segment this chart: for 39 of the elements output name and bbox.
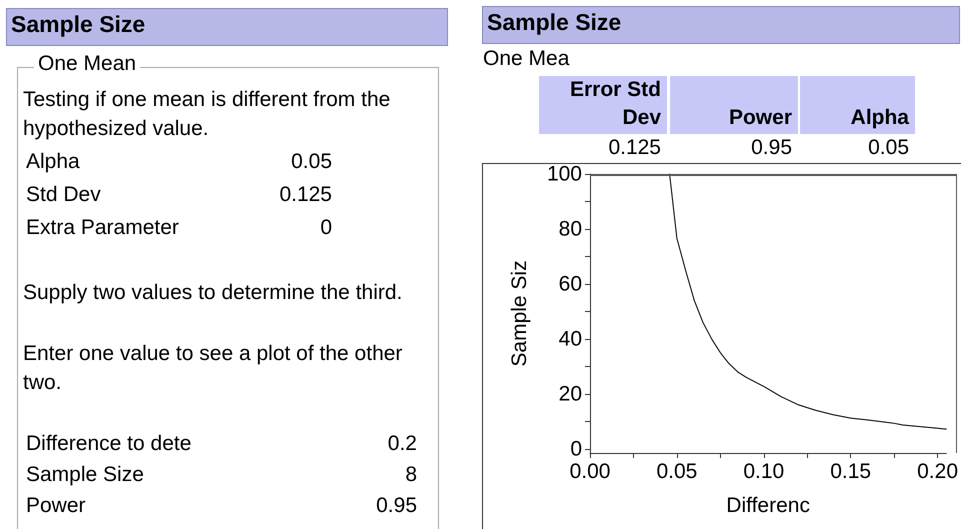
- line-series: [669, 174, 947, 430]
- text: 0.05: [867, 136, 910, 160]
- text: 0.125: [279, 183, 332, 206]
- text: 0.2: [388, 432, 417, 455]
- text: 0: [320, 216, 332, 239]
- y-tick-label: 80: [558, 217, 582, 240]
- text: Extra Parameter: [26, 216, 179, 240]
- y-tick-label: 20: [558, 382, 582, 406]
- text: Enter one value to see a plot of the other two.: [23, 341, 404, 396]
- x-tick-label: 0.15: [830, 460, 872, 483]
- y-tick-label: 40: [558, 327, 582, 350]
- text: 0.05: [291, 150, 332, 173]
- x-tick-label: 0.05: [656, 460, 698, 483]
- text: Power: [26, 494, 86, 518]
- text: Error Std Dev: [539, 76, 667, 134]
- text: 0.95: [376, 494, 417, 517]
- x-axis-title: Differenc: [726, 494, 810, 517]
- chart-subtitle: One Mea: [483, 47, 570, 71]
- text: 0.95: [750, 136, 793, 160]
- x-tick-label: 0.20: [917, 460, 958, 483]
- text: Supply two values to determine the third.: [23, 280, 404, 306]
- y-tick-label: 0: [570, 437, 582, 460]
- y-tick-label: 100: [546, 162, 582, 186]
- text: Alpha: [26, 150, 80, 174]
- y-tick-label: 60: [558, 272, 582, 296]
- text: Sample Size: [26, 463, 144, 487]
- text: Power: [670, 76, 798, 134]
- text: Std Dev: [26, 183, 101, 207]
- text: 0.125: [607, 136, 662, 160]
- text: Alpha: [800, 76, 915, 134]
- y-axis-title: Sample Siz: [508, 260, 531, 367]
- text: Testing if one mean is different from the hypothesized value.: [23, 87, 392, 142]
- x-tick-label: 0.10: [743, 460, 784, 483]
- text: 8: [405, 463, 417, 486]
- text: Difference to dete: [26, 432, 192, 456]
- x-tick-label: 0.00: [570, 460, 610, 483]
- chart-title: Sample Size: [482, 6, 960, 44]
- text: One Mean: [34, 52, 140, 76]
- text: Sample Size: [6, 8, 448, 46]
